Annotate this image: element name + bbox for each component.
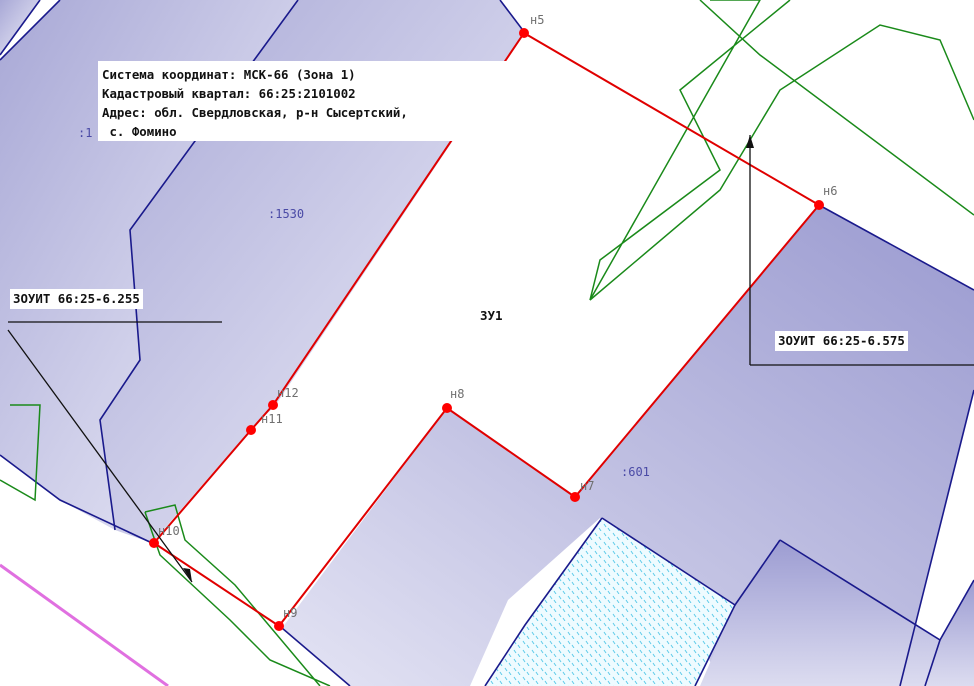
- parcel-area-bottom-right-2: [925, 580, 974, 686]
- parcel-label-601: :601: [621, 465, 650, 479]
- coordinate-info-box: Система координат: МСК-66 (Зона 1) Кадаст…: [98, 61, 534, 141]
- annotation-leaders: [7, 135, 974, 583]
- parcel-label-1530: :1530: [268, 207, 304, 221]
- point-n10: [149, 538, 159, 548]
- hatched-zone: [485, 518, 735, 686]
- plot-label-zu1: ЗУ1: [480, 308, 503, 323]
- point-n12: [268, 400, 278, 410]
- parcel-area-bottom-right-1: [700, 540, 940, 686]
- parcel-area-left: [0, 0, 298, 530]
- label-n7: н7: [580, 479, 594, 493]
- info-address: Адрес: обл. Свердловская, р-н Сысертский…: [102, 105, 408, 120]
- label-n12: н12: [277, 386, 299, 400]
- point-n9: [274, 621, 284, 631]
- label-n8: н8: [450, 387, 464, 401]
- info-cadastral-quarter: Кадастровый квартал: 66:25:2101002: [102, 86, 356, 101]
- arrow-head-right: [746, 135, 754, 148]
- label-n11: н11: [261, 412, 283, 426]
- label-n5: н5: [530, 13, 544, 27]
- label-n10: н10: [158, 524, 180, 538]
- boundary-points: [149, 28, 824, 631]
- point-n7: [570, 492, 580, 502]
- info-coordinate-system: Система координат: МСК-66 (Зона 1): [102, 67, 356, 82]
- zone-label-right: ЗОУИТ 66:25-6.575: [775, 331, 908, 351]
- road-line: [0, 563, 169, 686]
- point-n5: [519, 28, 529, 38]
- parcel-label-1: :1: [78, 126, 92, 140]
- label-n6: н6: [823, 184, 837, 198]
- zone-label-left: ЗОУИТ 66:25-6.255: [10, 289, 143, 309]
- info-address-continued: с. Фомино: [102, 124, 177, 139]
- point-n6: [814, 200, 824, 210]
- label-n9: н9: [283, 606, 297, 620]
- point-n11: [246, 425, 256, 435]
- arrow-head-left: [183, 568, 192, 582]
- point-n8: [442, 403, 452, 413]
